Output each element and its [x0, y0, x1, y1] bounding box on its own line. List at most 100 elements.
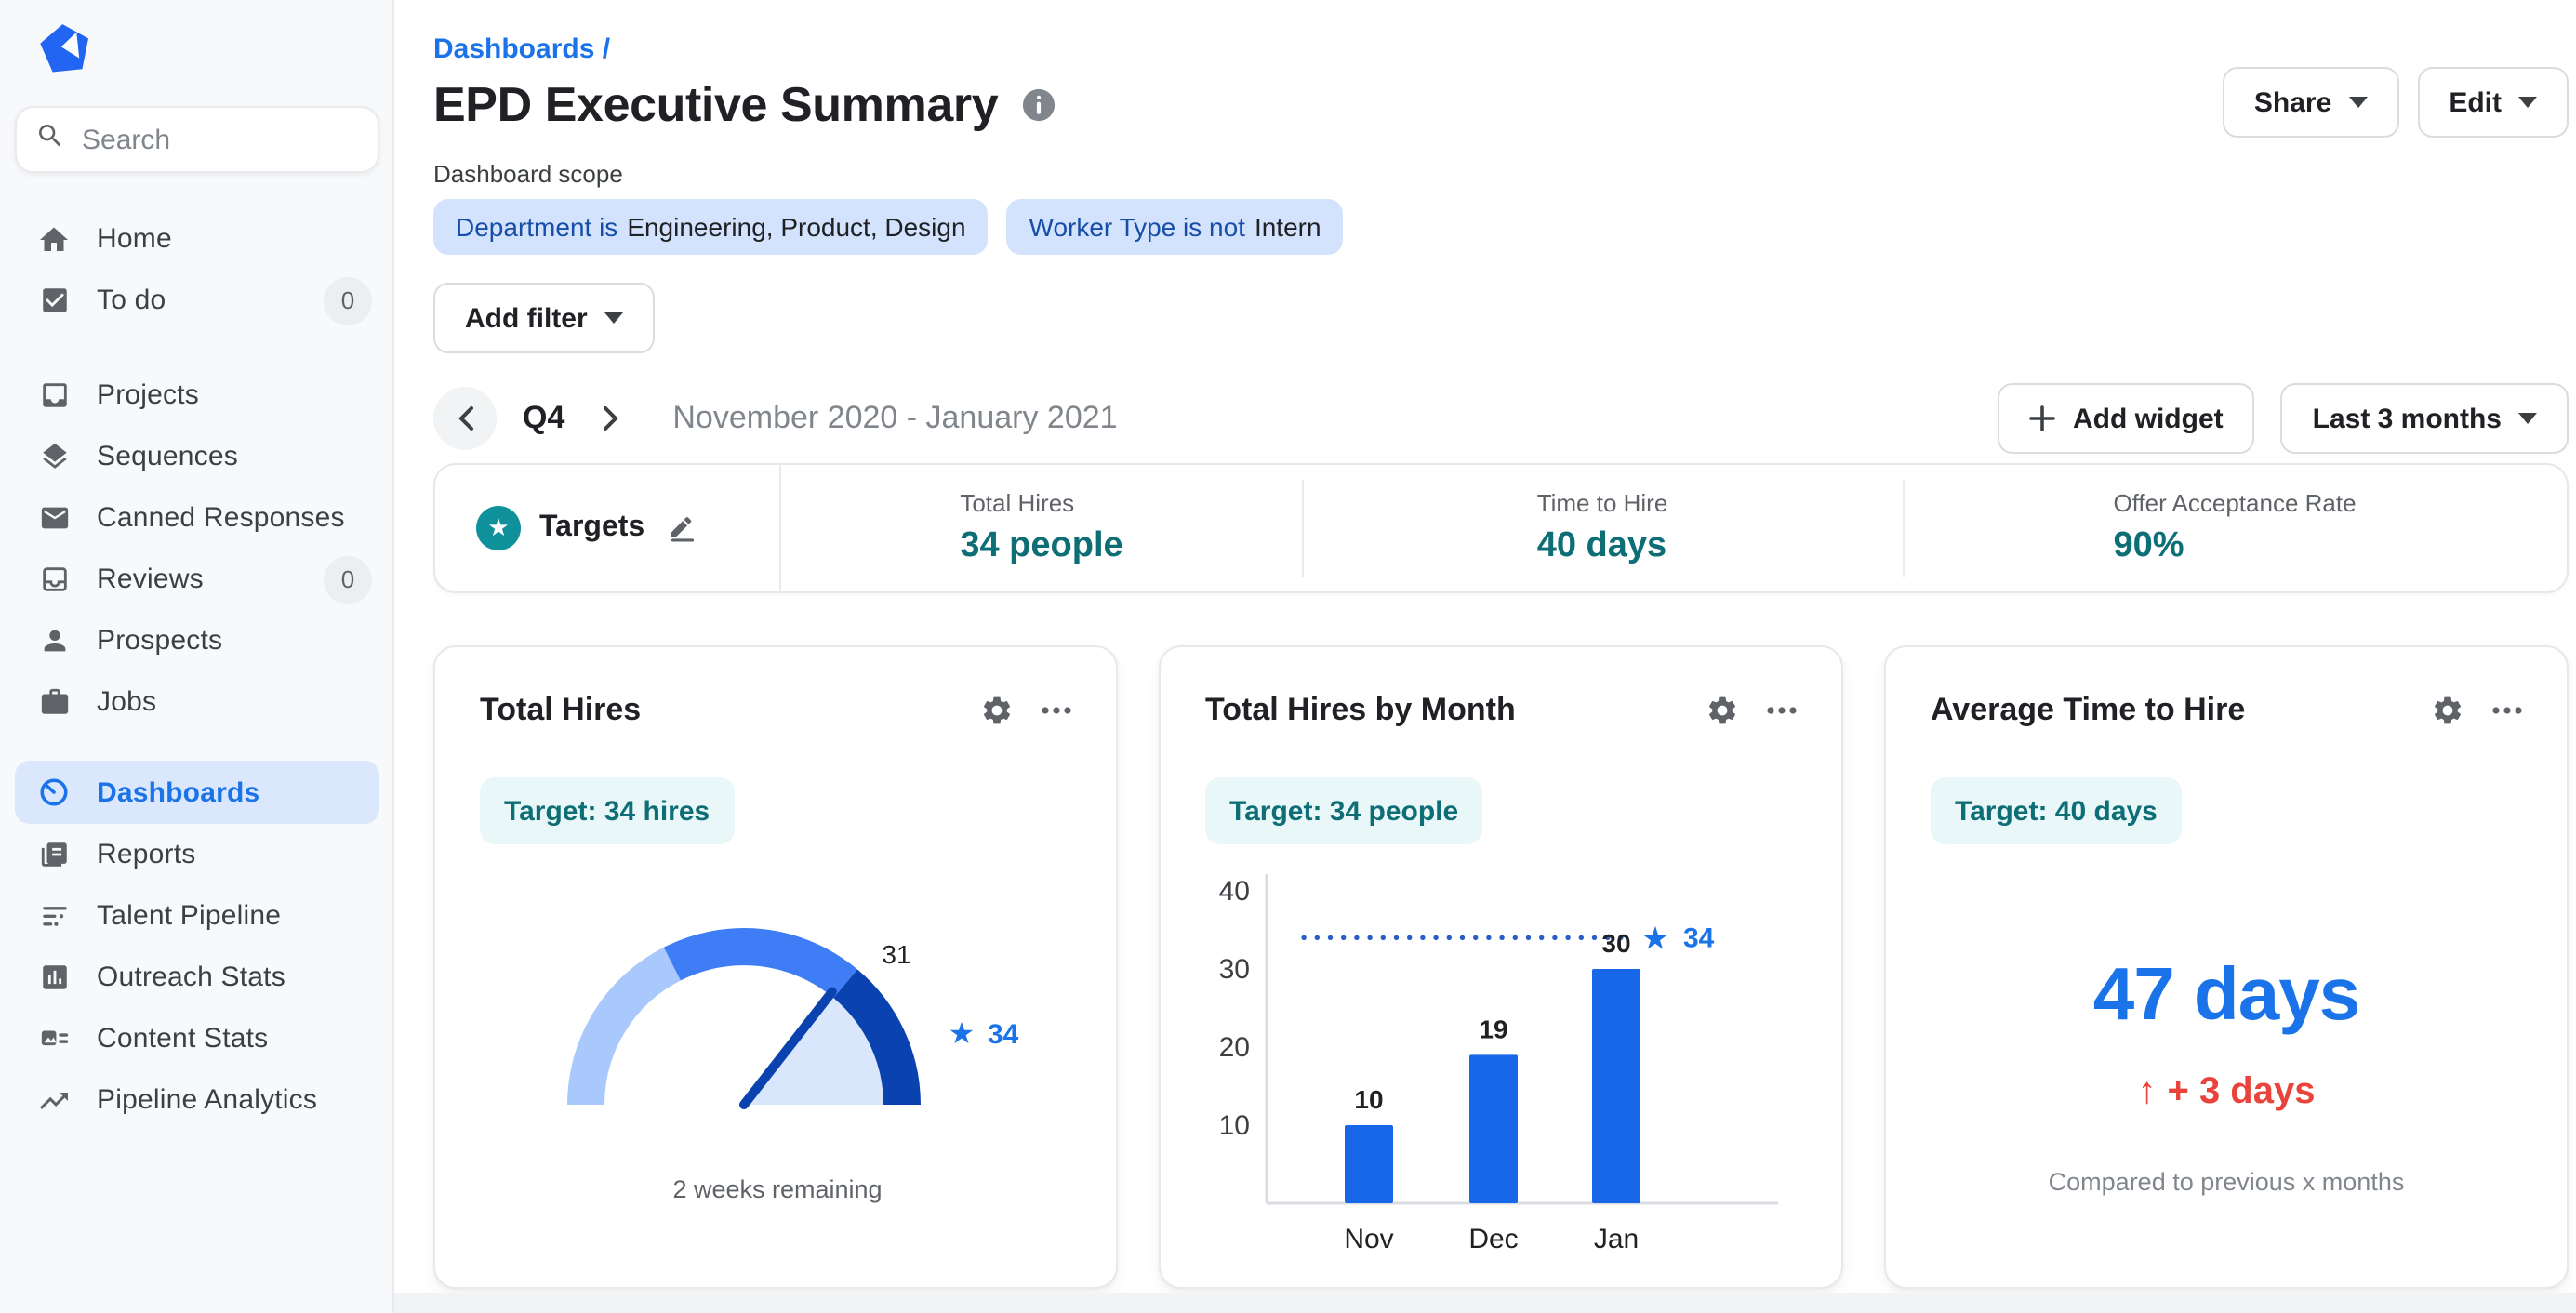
info-icon[interactable] [1020, 87, 1056, 123]
sidebar-item-label: Canned Responses [97, 502, 345, 534]
sidebar-item-outreach-stats[interactable]: Outreach Stats [0, 947, 394, 1008]
sidebar-item-label: Projects [97, 379, 199, 411]
target-stat-time-to-hire: Time to Hire 40 days [1302, 465, 1903, 591]
gauge-needle [739, 987, 837, 1109]
sidebar-item-todo[interactable]: To do 0 [0, 270, 394, 331]
y-tick-label: 10 [1219, 1110, 1250, 1141]
sidebar-item-reviews[interactable]: Reviews 0 [0, 549, 394, 610]
reports-icon [37, 839, 71, 870]
sidebar-item-talent-pipeline[interactable]: Talent Pipeline [0, 885, 394, 947]
chevron-right-icon [604, 406, 619, 431]
target-chip: Target: 34 people [1205, 777, 1483, 844]
target-stat-offer-acceptance: Offer Acceptance Rate 90% [1903, 465, 2567, 591]
period-navigation: Q4 November 2020 - January 2021 Add widg… [433, 383, 2569, 454]
sidebar-item-label: Dashboards [97, 776, 260, 808]
next-period-button[interactable] [583, 387, 639, 450]
y-tick-label: 40 [1219, 876, 1250, 907]
bar-nov[interactable] [1345, 1125, 1393, 1203]
target-chip: Target: 34 hires [480, 777, 735, 844]
y-tick-label: 20 [1219, 1032, 1250, 1063]
bar-jan[interactable] [1592, 969, 1640, 1203]
widget-title: Average Time to Hire [1931, 692, 2246, 727]
widget-avg-time-to-hire: Average Time to Hire Target: 40 days 47 … [1884, 645, 2569, 1289]
sidebar-item-label: Pipeline Analytics [97, 1084, 318, 1116]
sidebar-nav-workspace: Projects Sequences Canned Responses Revi… [0, 365, 394, 733]
widget-title: Total Hires [480, 692, 642, 727]
gear-icon[interactable] [980, 694, 1014, 736]
breadcrumb[interactable]: Dashboards / [433, 33, 611, 65]
sidebar-item-reports[interactable]: Reports [0, 824, 394, 885]
filter-value: Intern [1254, 212, 1321, 242]
time-range-label: Last 3 months [2312, 403, 2502, 434]
previous-period-button[interactable] [433, 387, 497, 450]
stat-label: Total Hires [960, 489, 1075, 517]
todo-count-badge: 0 [324, 276, 372, 325]
todo-icon [37, 285, 71, 316]
stat-value: 34 people [960, 526, 1123, 565]
gem-logo-icon[interactable] [37, 22, 93, 74]
sidebar-item-projects[interactable]: Projects [0, 365, 394, 426]
sidebar: Home To do 0 Projects Sequences Canned R… [0, 0, 394, 1313]
sidebar-item-content-stats[interactable]: Content Stats [0, 1008, 394, 1069]
target-chip: Target: 40 days [1931, 777, 2182, 844]
targets-bar: ★ Targets Total Hires 34 people Time to … [433, 463, 2569, 593]
stat-label: Offer Acceptance Rate [2113, 489, 2357, 517]
sidebar-item-label: Jobs [97, 686, 157, 718]
more-options-icon[interactable] [1038, 694, 1075, 736]
reviews-count-badge: 0 [324, 555, 372, 603]
more-options-icon[interactable] [1763, 694, 1800, 736]
sidebar-nav-analytics: Dashboards Reports Talent Pipeline Outre… [0, 761, 394, 1131]
sidebar-item-canned-responses[interactable]: Canned Responses [0, 487, 394, 549]
target-line-label: 34 [1683, 922, 1715, 953]
bar-chart: 10 20 30 40 ★ 34 10 19 30 Nov Dec Jan [1219, 874, 1778, 1254]
projects-icon [37, 379, 71, 411]
gear-icon[interactable] [2431, 694, 2464, 736]
bar-dec[interactable] [1469, 1054, 1518, 1203]
add-filter-button[interactable]: Add filter [433, 283, 655, 353]
time-range-dropdown[interactable]: Last 3 months [2280, 383, 2569, 454]
bar-value-label: 30 [1601, 929, 1630, 958]
stat-value: 90% [2113, 526, 2184, 565]
sidebar-nav-primary: Home To do 0 [0, 208, 394, 331]
sidebar-item-label: Reports [97, 839, 196, 870]
pipeline-analytics-icon [37, 1083, 71, 1117]
widget-row: Total Hires Target: 34 hires 31 ★ 34 [433, 645, 2569, 1289]
sidebar-item-label: Prospects [97, 625, 223, 656]
gear-icon[interactable] [1706, 694, 1739, 736]
sequences-icon [37, 441, 71, 472]
content-stats-icon [37, 1023, 71, 1054]
scope-filters: Department is Engineering, Product, Desi… [433, 199, 2569, 255]
gauge-current-label: 31 [882, 940, 910, 969]
add-widget-button[interactable]: Add widget [1998, 383, 2255, 454]
share-button[interactable]: Share [2222, 67, 2399, 138]
filter-chip-department[interactable]: Department is Engineering, Product, Desi… [433, 199, 989, 255]
share-button-label: Share [2253, 86, 2332, 118]
sidebar-item-sequences[interactable]: Sequences [0, 426, 394, 487]
targets-header: ★ Targets [435, 465, 781, 591]
sidebar-item-dashboards[interactable]: Dashboards [15, 761, 379, 824]
canned-responses-icon [37, 502, 71, 534]
sidebar-item-home[interactable]: Home [0, 208, 394, 270]
sidebar-item-pipeline-analytics[interactable]: Pipeline Analytics [0, 1069, 394, 1131]
target-line-star-icon: ★ [1641, 921, 1669, 956]
filter-chip-worker-type[interactable]: Worker Type is not Intern [1006, 199, 1344, 255]
sidebar-item-jobs[interactable]: Jobs [0, 671, 394, 733]
edit-targets-icon[interactable] [667, 513, 697, 543]
sidebar-item-label: Outreach Stats [97, 962, 285, 993]
search-box[interactable] [15, 106, 379, 173]
sidebar-item-label: To do [97, 285, 166, 316]
dashboards-icon [37, 776, 71, 809]
edit-button[interactable]: Edit [2417, 67, 2569, 138]
more-options-icon[interactable] [2489, 694, 2526, 736]
sidebar-item-label: Content Stats [97, 1023, 269, 1054]
page-title: EPD Executive Summary [433, 76, 999, 132]
sidebar-item-prospects[interactable]: Prospects [0, 610, 394, 671]
sidebar-item-label: Home [97, 223, 172, 255]
search-icon [35, 120, 65, 159]
gauge-chart: 31 ★ 34 [567, 928, 1019, 1109]
x-tick-label: Dec [1468, 1224, 1518, 1254]
bar-value-label: 10 [1354, 1085, 1383, 1114]
search-input[interactable] [82, 124, 361, 155]
sidebar-item-label: Reviews [97, 564, 204, 595]
